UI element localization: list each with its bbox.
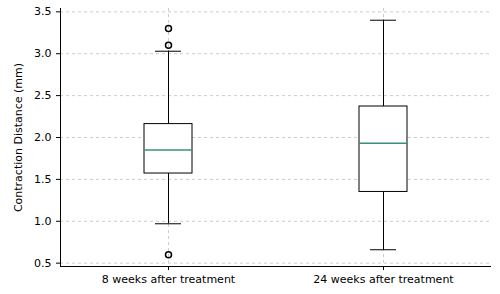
svg-text:0.5: 0.5 [34, 257, 52, 270]
svg-text:2.0: 2.0 [34, 131, 52, 144]
svg-text:3.0: 3.0 [34, 47, 52, 60]
svg-text:3.5: 3.5 [34, 5, 52, 18]
svg-text:2.5: 2.5 [34, 89, 52, 102]
svg-text:1.5: 1.5 [34, 173, 52, 186]
svg-text:24 weeks after treatment: 24 weeks after treatment [313, 273, 454, 286]
svg-text:Contraction Distance (mm): Contraction Distance (mm) [12, 63, 25, 212]
svg-text:1.0: 1.0 [34, 215, 52, 228]
svg-text:8 weeks after treatment: 8 weeks after treatment [102, 273, 236, 286]
